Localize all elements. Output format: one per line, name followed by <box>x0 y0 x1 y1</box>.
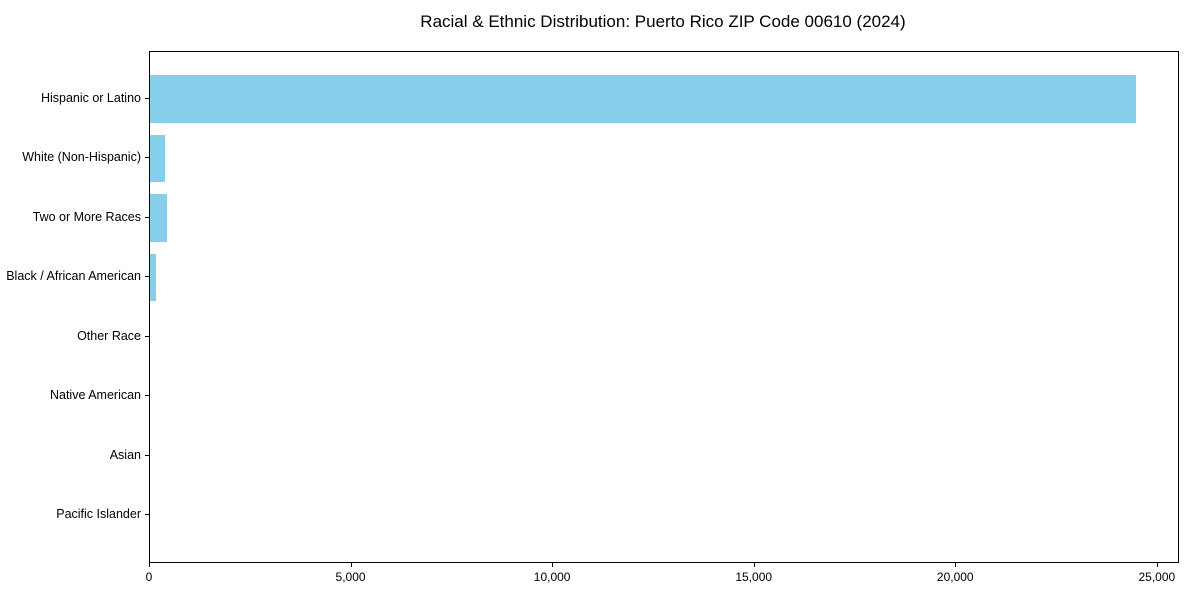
y-tick-label: Pacific Islander <box>56 507 141 522</box>
x-tick-label: 20,000 <box>936 570 974 584</box>
y-tick-label: Two or More Races <box>32 209 141 224</box>
y-tick-mark <box>145 276 149 278</box>
y-tick-label: Asian <box>109 447 141 462</box>
y-tick-label: White (Non-Hispanic) <box>22 150 141 165</box>
y-tick-label: Hispanic or Latino <box>40 90 141 105</box>
x-tick-mark <box>552 562 554 567</box>
x-tick-mark <box>1156 562 1158 567</box>
y-tick-mark <box>145 454 149 456</box>
bar <box>150 75 1136 123</box>
y-tick-mark <box>145 216 149 218</box>
x-tick-label: 25,000 <box>1138 570 1176 584</box>
x-tick-mark <box>753 562 755 567</box>
bar <box>150 194 167 242</box>
y-tick-mark <box>145 157 149 159</box>
x-tick-mark <box>149 562 150 567</box>
plot-area <box>149 51 1179 563</box>
y-tick-label: Other Race <box>77 328 141 343</box>
y-tick-label: Native American <box>49 388 141 403</box>
x-tick-label: 5,000 <box>335 570 366 584</box>
x-tick-label: 0 <box>145 570 153 584</box>
y-tick-mark <box>145 97 149 99</box>
y-tick-mark <box>145 514 149 516</box>
y-tick-mark <box>145 395 149 397</box>
x-tick-mark <box>955 562 957 567</box>
x-tick-label: 10,000 <box>533 570 571 584</box>
bar <box>150 134 166 183</box>
bar <box>150 253 157 302</box>
chart-title: Racial & Ethnic Distribution: Puerto Ric… <box>420 12 906 31</box>
y-tick-mark <box>145 335 149 337</box>
x-tick-label: 15,000 <box>735 570 773 584</box>
x-tick-mark <box>350 562 352 567</box>
y-tick-label: Black / African American <box>6 269 141 284</box>
